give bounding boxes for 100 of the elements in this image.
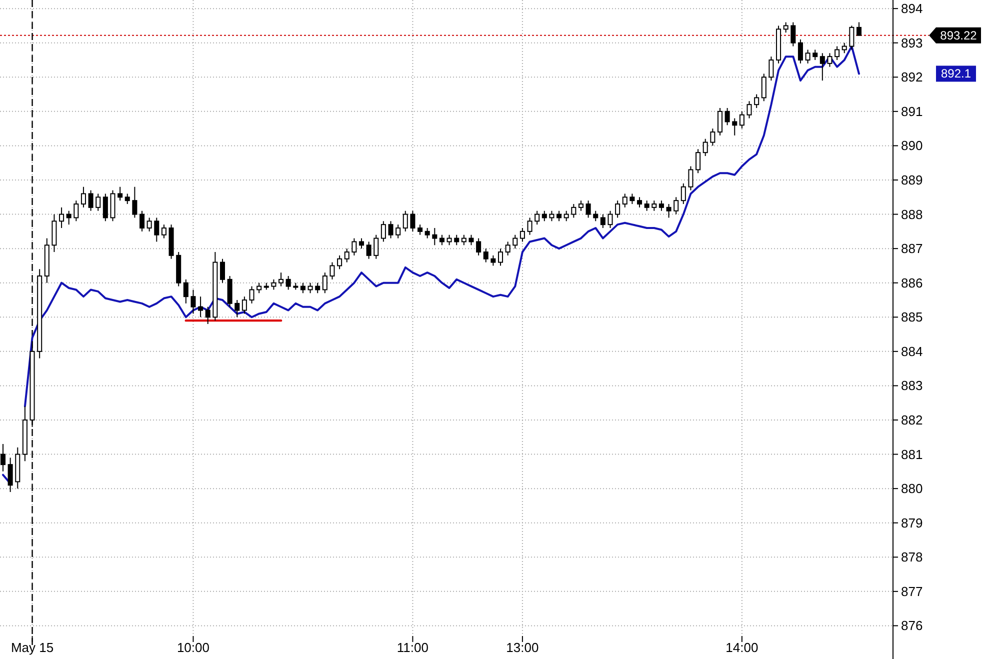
candlestick [461, 234, 466, 246]
candlestick [110, 190, 116, 222]
candlestick [534, 210, 540, 226]
candlestick [842, 42, 847, 54]
candlestick [388, 220, 394, 239]
candlestick [198, 296, 204, 318]
candlestick [344, 248, 350, 263]
candlestick [396, 224, 401, 239]
candlestick [352, 238, 357, 256]
candlestick [542, 210, 547, 222]
x-tick-label: 14:00 [726, 640, 758, 655]
candlestick [96, 193, 101, 212]
y-tick-label: 883 [901, 378, 923, 394]
candlestick [768, 56, 774, 82]
candlestick [80, 186, 86, 208]
candlestick [418, 224, 423, 236]
y-tick-label: 888 [901, 206, 923, 222]
candlestick [402, 210, 408, 232]
x-tick-label: May 15 [10, 640, 54, 655]
candlestick [717, 108, 723, 136]
candlestick [59, 206, 64, 228]
text: 892.1 [940, 66, 972, 81]
candlestick [88, 190, 94, 212]
candlestick [564, 210, 569, 222]
candlestick [666, 204, 672, 218]
candlestick [161, 224, 166, 239]
candlestick [812, 49, 818, 60]
candlestick [308, 282, 313, 294]
candlestick [227, 276, 232, 308]
candlestick [337, 254, 342, 270]
candlestick [805, 49, 810, 64]
candlestick [827, 52, 832, 68]
candlestick [483, 248, 488, 263]
candlestick [330, 262, 335, 280]
candlestick [520, 228, 525, 242]
candlestick [615, 200, 620, 218]
candlestick [366, 241, 372, 260]
candlestick [600, 214, 606, 228]
candlestick [446, 234, 452, 246]
candlestick [790, 22, 796, 47]
y-tick-label: 886 [901, 275, 923, 290]
y-tick-label: 881 [901, 446, 923, 462]
candlestick [432, 228, 438, 246]
candlestick [724, 108, 730, 126]
candlestick [124, 193, 130, 204]
candlestick [205, 306, 210, 324]
y-tick-label: 894 [901, 1, 923, 16]
candlestick [644, 200, 650, 212]
candlestick [8, 457, 13, 492]
candlestick [498, 248, 504, 266]
candlestick [549, 210, 554, 222]
candlestick [658, 200, 664, 212]
candlestick [652, 200, 657, 212]
candlestick [586, 200, 591, 218]
y-tick-label: 878 [901, 550, 923, 565]
candlestick [0, 444, 6, 472]
candlestick [439, 234, 444, 246]
y-tick-label: 882 [901, 412, 923, 428]
candlestick [556, 210, 562, 222]
candlestick [454, 234, 460, 246]
y-tick-label: 884 [901, 344, 923, 359]
candlestick [74, 200, 79, 222]
candlestick [688, 166, 694, 191]
candlestick [190, 289, 196, 314]
candlestick [702, 138, 708, 156]
candlestick [732, 118, 738, 136]
candlestick [102, 193, 108, 222]
candlestick [154, 217, 160, 242]
candlestick [300, 282, 306, 294]
y-tick-label: 893 [901, 35, 923, 50]
x-tick-label: 10:00 [176, 640, 210, 655]
candlestick [578, 200, 584, 212]
candlestick [424, 228, 430, 239]
candlestick [139, 210, 145, 232]
candlestick [146, 217, 152, 232]
candlestick [358, 238, 364, 250]
candlestick [754, 94, 760, 108]
candlestick [571, 204, 576, 218]
ref-line-label: 893.22 [940, 28, 978, 42]
candlestick [608, 210, 613, 228]
candlestick [322, 272, 328, 294]
candlestick [374, 234, 379, 260]
y-tick-label: 889 [901, 172, 923, 188]
candlestick [674, 196, 679, 215]
candlestick [680, 182, 686, 204]
y-tick-label: 892 [901, 70, 923, 85]
candlestick [505, 241, 510, 256]
candlestick [278, 272, 284, 287]
candlestick [856, 22, 862, 36]
candlestick [132, 186, 138, 218]
candlestick [380, 220, 386, 242]
candlestick [183, 278, 188, 304]
candlestick [622, 193, 628, 208]
candlestick [468, 234, 474, 246]
candlestick [849, 25, 854, 50]
y-tick-label: 887 [901, 241, 923, 256]
candlestick [798, 38, 803, 64]
y-tick-label: 891 [901, 104, 923, 119]
candlestick [761, 73, 766, 102]
x-tick-label: 13:00 [506, 640, 539, 655]
